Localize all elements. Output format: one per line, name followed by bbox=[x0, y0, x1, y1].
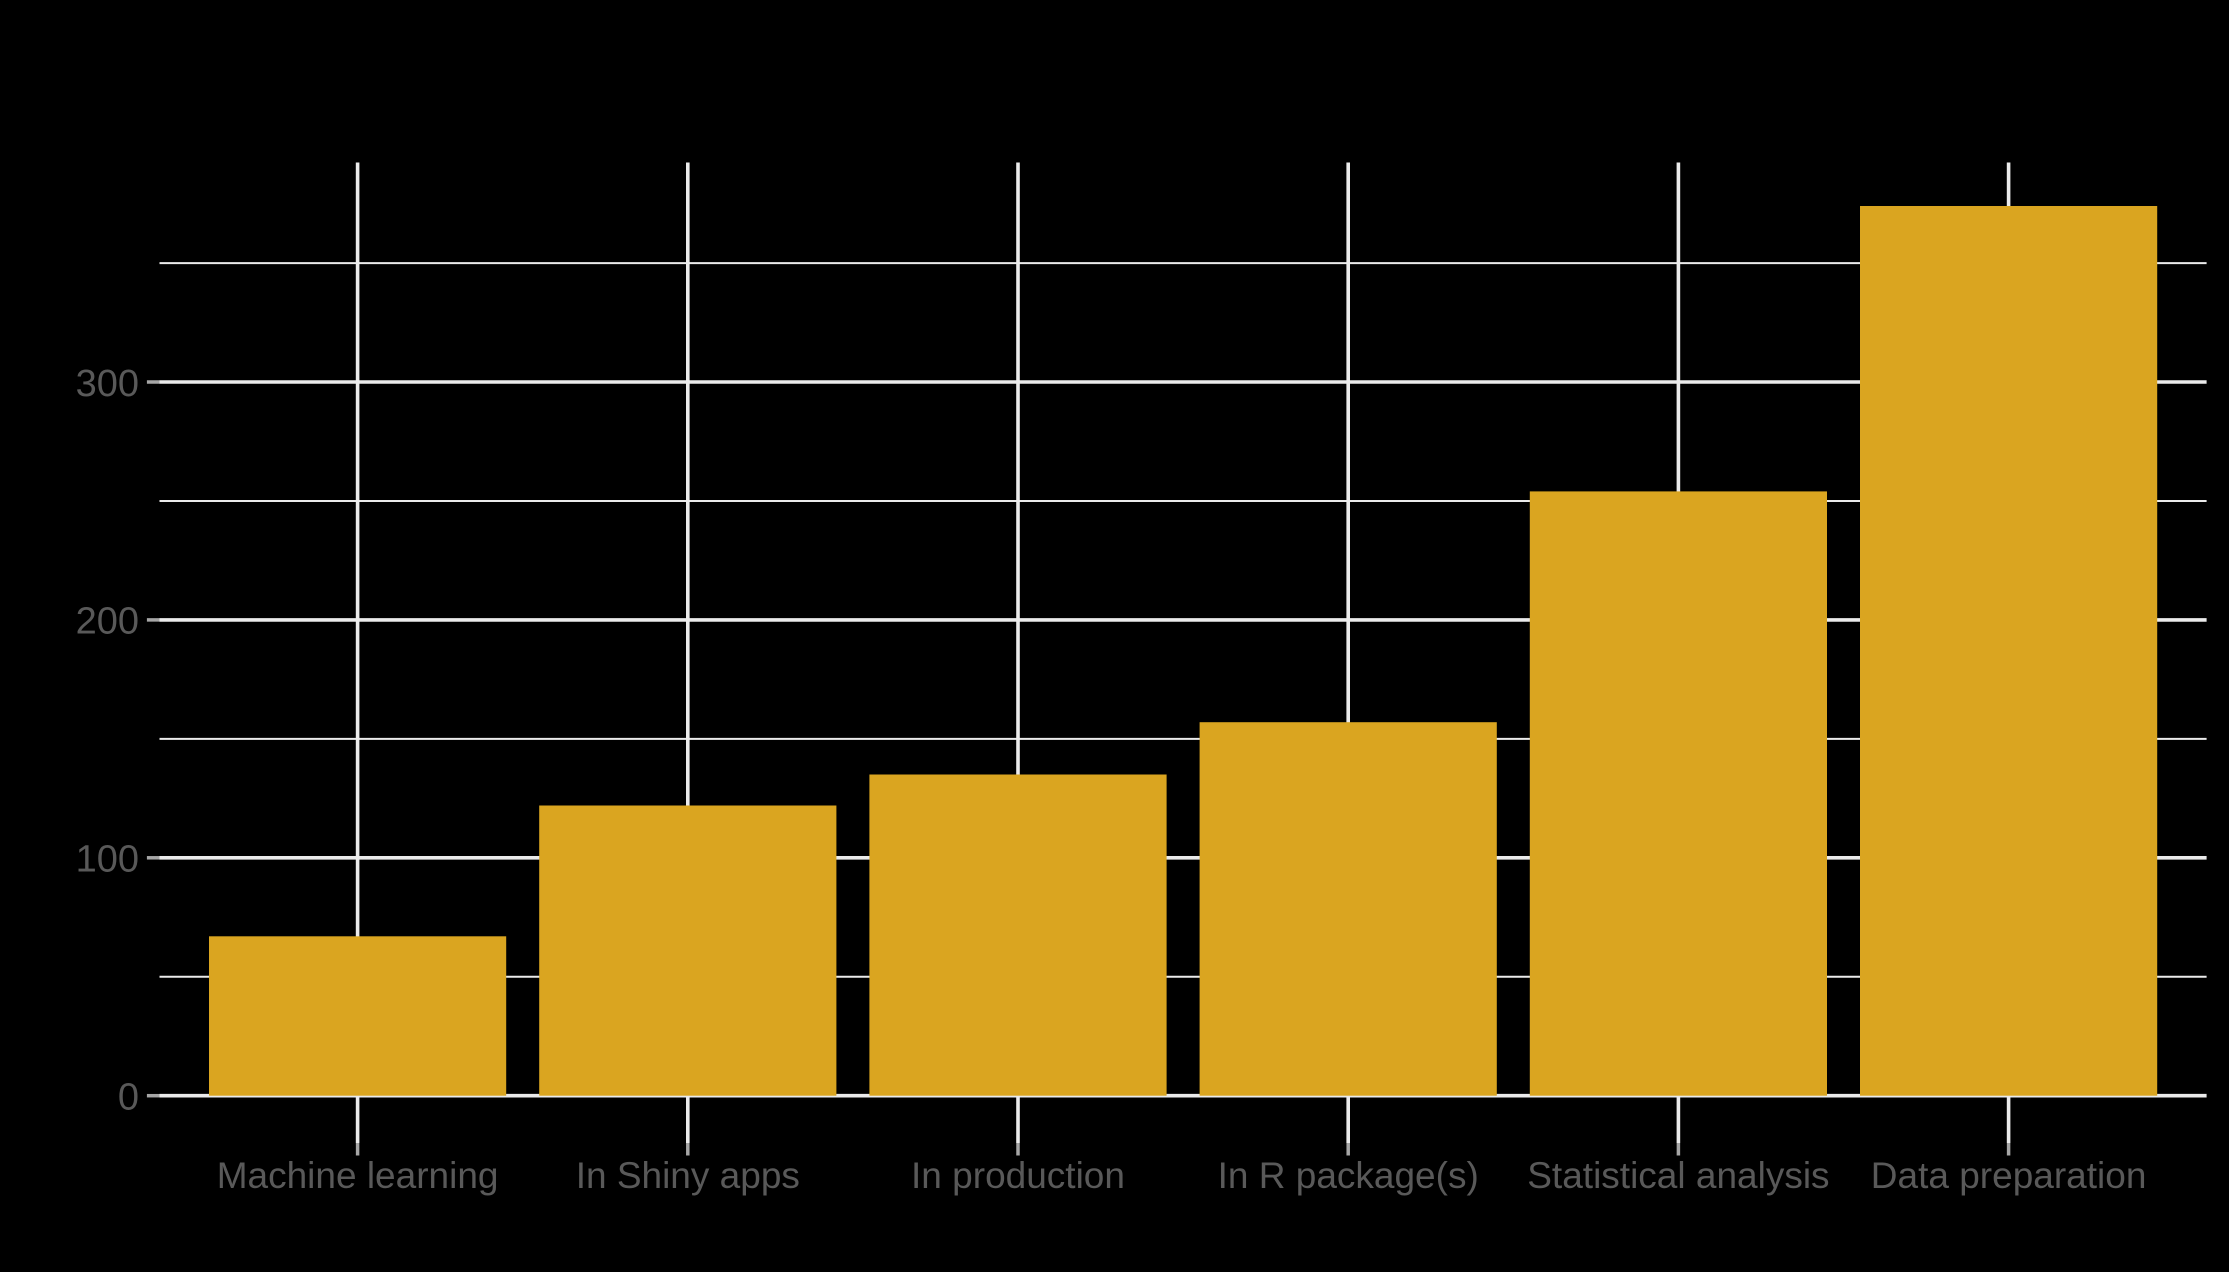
svg-text:0: 0 bbox=[118, 1077, 139, 1119]
svg-text:In production: In production bbox=[911, 1155, 1125, 1196]
svg-text:Machine learning: Machine learning bbox=[217, 1155, 499, 1196]
svg-text:300: 300 bbox=[76, 363, 139, 405]
svg-text:In Shiny apps: In Shiny apps bbox=[576, 1155, 800, 1196]
svg-text:200: 200 bbox=[76, 601, 139, 643]
svg-text:In R package(s): In R package(s) bbox=[1218, 1155, 1479, 1196]
svg-text:Data preparation: Data preparation bbox=[1871, 1155, 2147, 1196]
svg-text:Statistical analysis: Statistical analysis bbox=[1527, 1155, 1829, 1196]
svg-text:100: 100 bbox=[76, 839, 139, 881]
